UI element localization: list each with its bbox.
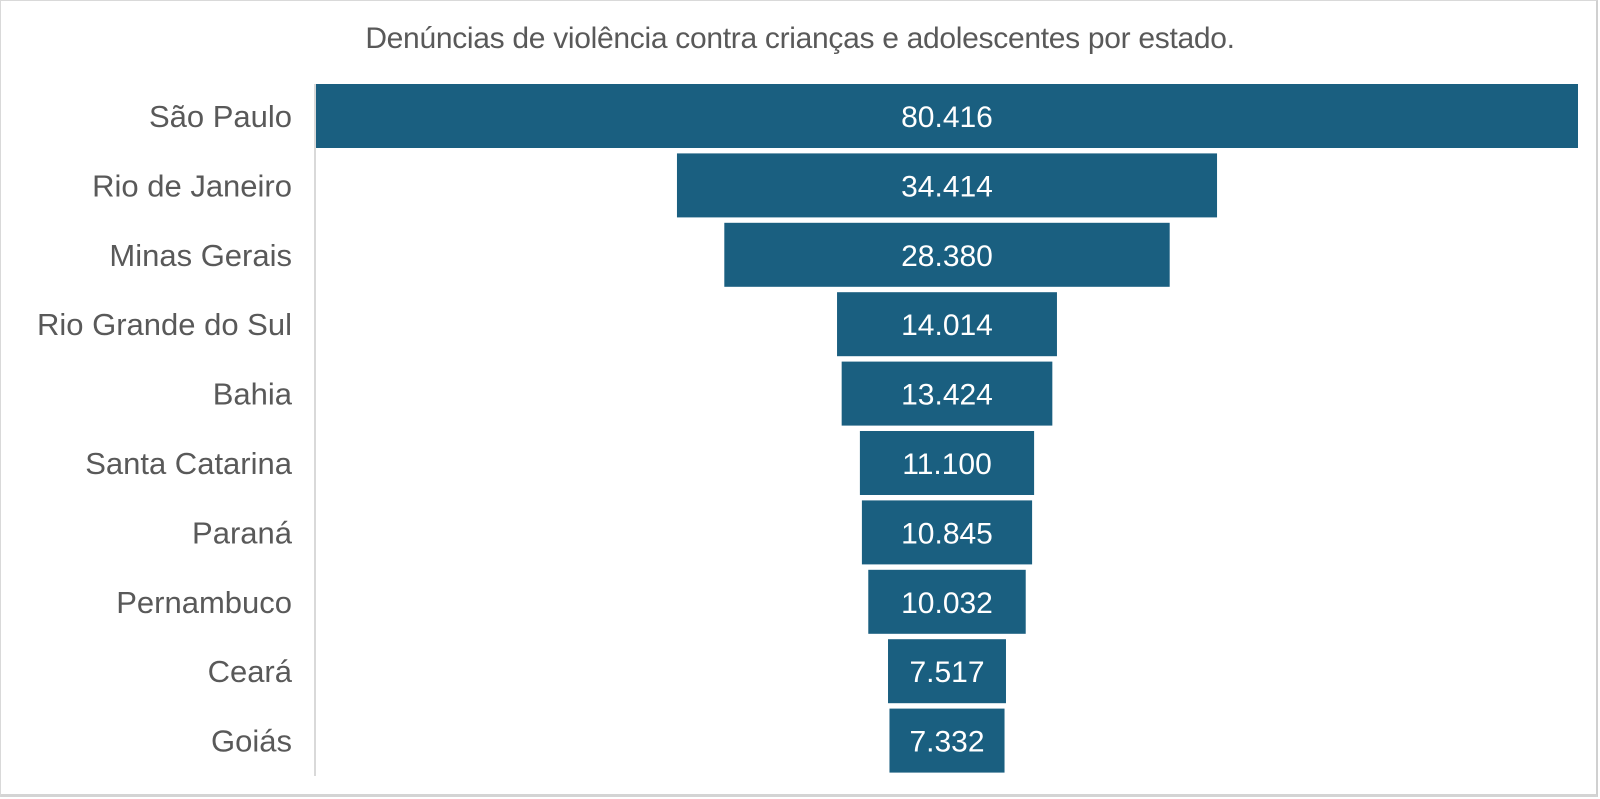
category-labels-group: São Paulo Rio de Janeiro Minas Gerais Rio G… bbox=[37, 99, 293, 759]
data-label-5: 11.100 bbox=[902, 448, 992, 481]
chart-title: Denúncias de violência contra crianças e… bbox=[365, 22, 1235, 55]
data-label-8: 7.517 bbox=[909, 656, 984, 689]
category-label-6: Paraná bbox=[192, 515, 293, 550]
category-label-3: Rio Grande do Sul bbox=[37, 307, 292, 342]
data-label-0: 80.416 bbox=[901, 101, 993, 134]
data-label-7: 10.032 bbox=[901, 587, 993, 620]
bar-9 bbox=[889, 708, 1005, 773]
data-label-4: 13.424 bbox=[901, 379, 993, 412]
data-label-2: 28.380 bbox=[901, 240, 993, 273]
bar-8 bbox=[888, 639, 1006, 704]
data-label-6: 10.845 bbox=[901, 517, 993, 550]
bar-6 bbox=[861, 500, 1033, 565]
category-label-0: São Paulo bbox=[149, 99, 292, 134]
bar-3 bbox=[837, 292, 1057, 357]
category-label-2: Minas Gerais bbox=[109, 238, 292, 273]
data-label-9: 7.332 bbox=[909, 726, 984, 759]
data-label-1: 34.414 bbox=[901, 170, 993, 203]
bar-7 bbox=[868, 569, 1026, 634]
category-label-5: Santa Catarina bbox=[85, 446, 293, 481]
bar-5 bbox=[859, 431, 1035, 495]
category-label-1: Rio de Janeiro bbox=[92, 168, 292, 203]
category-label-4: Bahia bbox=[213, 377, 293, 412]
category-label-7: Pernambuco bbox=[116, 585, 292, 620]
data-label-3: 14.014 bbox=[901, 309, 993, 342]
bar-0 bbox=[316, 84, 1578, 148]
bar-1 bbox=[676, 153, 1218, 218]
category-label-8: Ceará bbox=[208, 654, 293, 689]
category-label-9: Goiás bbox=[211, 724, 292, 759]
bars-group: 80.416 34.414 28.380 14.014 13.424 11.100 10.8… bbox=[316, 84, 1578, 773]
bar-2 bbox=[724, 222, 1170, 287]
bar-4 bbox=[841, 361, 1053, 426]
